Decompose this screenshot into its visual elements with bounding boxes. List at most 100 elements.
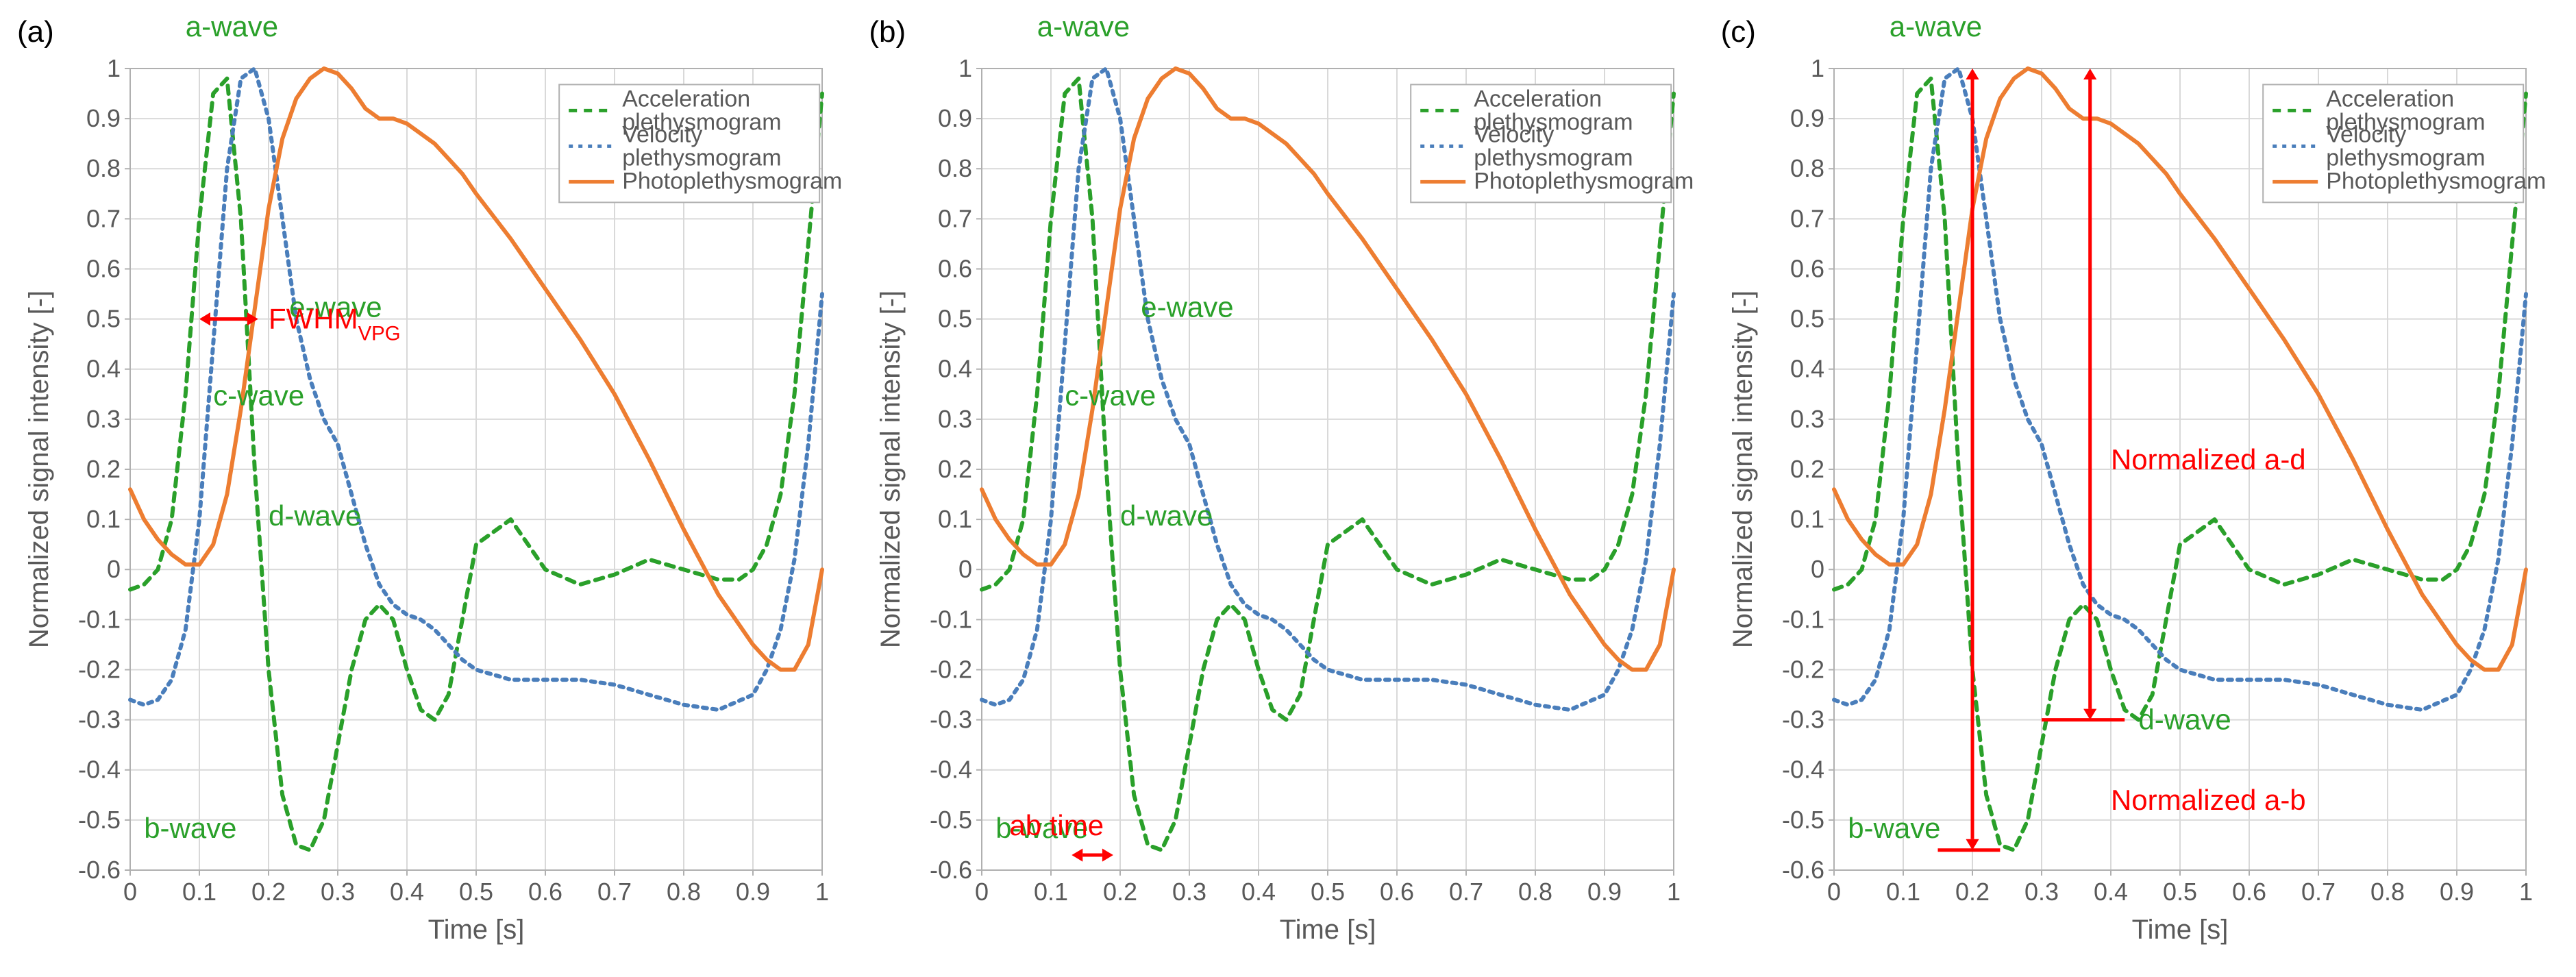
y-tick-label: 0.4 bbox=[938, 355, 972, 383]
y-tick-label: 0.3 bbox=[938, 405, 972, 433]
x-tick-label: 0.5 bbox=[459, 878, 493, 906]
wave-label: a-wave bbox=[1889, 14, 1981, 42]
panel-b: (b) -0.6-0.5-0.4-0.3-0.2-0.100.10.20.30.… bbox=[865, 14, 1710, 963]
y-tick-label: -0.3 bbox=[930, 706, 972, 734]
y-tick-label: -0.2 bbox=[930, 655, 972, 683]
y-tick-label: 0.6 bbox=[1790, 255, 1824, 283]
legend-label: plethysmogram bbox=[622, 145, 781, 171]
chart-svg-a: -0.6-0.5-0.4-0.3-0.2-0.100.10.20.30.40.5… bbox=[14, 14, 858, 963]
x-tick-label: 0.1 bbox=[1886, 878, 1920, 906]
x-axis-label: Time [s] bbox=[2131, 915, 2228, 945]
legend-label: plethysmogram bbox=[1474, 145, 1633, 171]
wave-label: d-wave bbox=[2138, 704, 2231, 736]
y-tick-label: 0.1 bbox=[1790, 505, 1824, 533]
legend-label: Photoplethysmogram bbox=[1474, 168, 1694, 194]
x-tick-label: 0 bbox=[123, 878, 137, 906]
y-tick-label: 0.5 bbox=[938, 305, 972, 333]
x-tick-label: 0.1 bbox=[182, 878, 216, 906]
y-tick-label: -0.3 bbox=[1782, 706, 1824, 734]
legend-label: Velocity bbox=[622, 121, 702, 147]
y-tick-label: 0.3 bbox=[1790, 405, 1824, 433]
x-tick-label: 0.3 bbox=[321, 878, 355, 906]
y-tick-label: 1 bbox=[107, 54, 121, 82]
y-tick-label: 1 bbox=[1811, 54, 1824, 82]
wave-label: e-wave bbox=[1141, 291, 1234, 323]
x-tick-label: 0.2 bbox=[251, 878, 286, 906]
normalized-ab-label: Normalized a-b bbox=[2111, 784, 2306, 816]
x-tick-label: 0.8 bbox=[2370, 878, 2405, 906]
y-tick-label: 0.7 bbox=[86, 204, 121, 232]
y-tick-label: 0 bbox=[958, 555, 972, 583]
y-tick-label: -0.1 bbox=[930, 605, 972, 633]
x-tick-label: 1 bbox=[815, 878, 829, 906]
y-tick-label: 0.1 bbox=[86, 505, 121, 533]
y-tick-label: 0.8 bbox=[938, 154, 972, 182]
x-tick-label: 1 bbox=[2519, 878, 2533, 906]
y-tick-label: 0.2 bbox=[1790, 455, 1824, 483]
x-axis-label: Time [s] bbox=[1280, 915, 1376, 945]
y-tick-label: 0.6 bbox=[938, 255, 972, 283]
y-tick-label: 0.8 bbox=[86, 154, 121, 182]
y-tick-label: 0.2 bbox=[938, 455, 972, 483]
legend-label: Photoplethysmogram bbox=[622, 168, 842, 194]
legend-label: Acceleration bbox=[622, 86, 750, 112]
x-tick-label: 0.9 bbox=[1587, 878, 1622, 906]
y-tick-label: 1 bbox=[958, 54, 972, 82]
x-tick-label: 0.3 bbox=[2024, 878, 2059, 906]
y-tick-label: -0.3 bbox=[78, 706, 121, 734]
y-axis-label: Normalized signal intensity [-] bbox=[1728, 290, 1758, 648]
y-tick-label: 0.1 bbox=[938, 505, 972, 533]
y-tick-label: -0.5 bbox=[930, 806, 972, 834]
x-tick-label: 0.8 bbox=[667, 878, 701, 906]
panel-c: (c) -0.6-0.5-0.4-0.3-0.2-0.100.10.20.30.… bbox=[1718, 14, 2562, 963]
panel-label-a: (a) bbox=[17, 15, 54, 49]
chart-svg-b: -0.6-0.5-0.4-0.3-0.2-0.100.10.20.30.40.5… bbox=[865, 14, 1710, 963]
y-tick-label: 0.7 bbox=[938, 204, 972, 232]
y-tick-label: -0.4 bbox=[1782, 756, 1824, 784]
legend-label: Acceleration bbox=[2326, 86, 2454, 112]
legend-label: Velocity bbox=[2326, 121, 2406, 147]
wave-label: b-wave bbox=[1848, 812, 1940, 844]
wave-label: d-wave bbox=[269, 499, 361, 532]
x-tick-label: 0.4 bbox=[1241, 878, 1276, 906]
legend-label: plethysmogram bbox=[2326, 145, 2485, 171]
x-tick-label: 1 bbox=[1667, 878, 1681, 906]
wave-label: a-wave bbox=[1037, 14, 1130, 42]
x-tick-label: 0.9 bbox=[2440, 878, 2474, 906]
wave-label: d-wave bbox=[1120, 499, 1213, 532]
x-tick-label: 0.7 bbox=[2301, 878, 2336, 906]
y-tick-label: 0.9 bbox=[86, 104, 121, 132]
chart-svg-c: -0.6-0.5-0.4-0.3-0.2-0.100.10.20.30.40.5… bbox=[1718, 14, 2562, 963]
y-tick-label: -0.1 bbox=[78, 605, 121, 633]
x-tick-label: 0.6 bbox=[2232, 878, 2266, 906]
x-tick-label: 0.5 bbox=[1311, 878, 1345, 906]
x-tick-label: 0.7 bbox=[1449, 878, 1483, 906]
x-tick-label: 0.9 bbox=[736, 878, 770, 906]
x-tick-label: 0.3 bbox=[1172, 878, 1206, 906]
legend-label: Acceleration bbox=[1474, 86, 1602, 112]
y-tick-label: -0.4 bbox=[78, 756, 121, 784]
y-tick-label: 0 bbox=[107, 555, 121, 583]
panel-label-b: (b) bbox=[869, 15, 906, 49]
y-axis-label: Normalized signal intensity [-] bbox=[24, 290, 54, 648]
x-tick-label: 0 bbox=[975, 878, 989, 906]
x-tick-label: 0.8 bbox=[1518, 878, 1552, 906]
y-tick-label: 0.9 bbox=[1790, 104, 1824, 132]
x-tick-label: 0.2 bbox=[1955, 878, 1990, 906]
y-tick-label: -0.1 bbox=[1782, 605, 1824, 633]
x-tick-label: 0.6 bbox=[528, 878, 562, 906]
legend-label: Photoplethysmogram bbox=[2326, 168, 2546, 194]
y-tick-label: 0.4 bbox=[1790, 355, 1824, 383]
panels-row: (a) -0.6 -0.5 -0.4 -0.3 -0.2 -0.1 0 0.1 0.2 0.3 0.… bbox=[0, 0, 2576, 977]
x-tick-label: 0.7 bbox=[597, 878, 632, 906]
legend-label: Velocity bbox=[1474, 121, 1555, 147]
y-tick-label: -0.5 bbox=[78, 806, 121, 834]
x-axis-label: Time [s] bbox=[428, 915, 525, 945]
y-tick-label: -0.5 bbox=[1782, 806, 1824, 834]
y-tick-label: 0.7 bbox=[1790, 204, 1824, 232]
panel-label-c: (c) bbox=[1721, 15, 1756, 49]
normalized-ad-label: Normalized a-d bbox=[2111, 443, 2306, 475]
x-tick-label: 0.6 bbox=[1380, 878, 1414, 906]
y-tick-label: -0.6 bbox=[1782, 856, 1824, 884]
wave-label: c-wave bbox=[213, 379, 304, 411]
